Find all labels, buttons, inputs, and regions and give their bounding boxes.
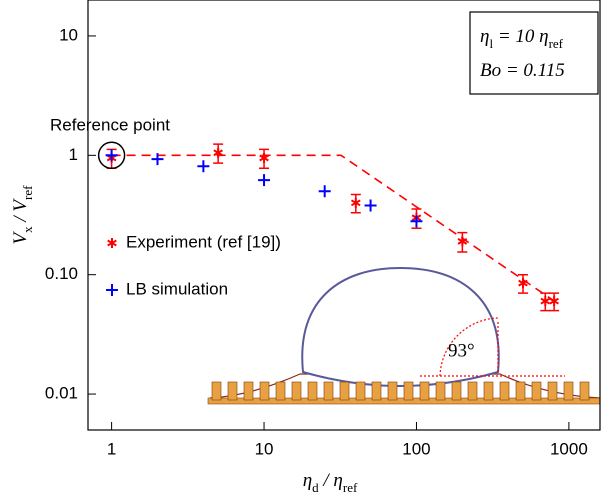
- trend-line: [111, 154, 561, 306]
- x-axis-label-part: ref: [343, 480, 358, 495]
- legend-label: LB simulation: [126, 279, 228, 298]
- annotation-line-part: Bo: [480, 60, 501, 81]
- substrate-post: [403, 381, 414, 401]
- x-axis-label: ηd / ηref: [303, 470, 358, 495]
- substrate-post: [211, 381, 222, 401]
- annotation-box: [469, 11, 599, 95]
- point: [259, 152, 269, 163]
- substrate-post: [579, 381, 590, 401]
- point: [364, 199, 377, 212]
- annotation-line-part: = 0.115: [501, 60, 565, 81]
- x-tick-label: 100: [402, 439, 430, 458]
- y-axis-label-part: V: [10, 230, 31, 244]
- substrate-post: [563, 381, 574, 401]
- point: [318, 185, 331, 198]
- annotation-line-part: η: [480, 26, 489, 47]
- droplet-illustration: 93°: [207, 266, 601, 405]
- annotation-line-part: l: [489, 36, 493, 51]
- substrate-post: [243, 381, 254, 401]
- legend-marker: [106, 284, 118, 296]
- y-axis-label-part: / V: [10, 198, 31, 227]
- point: [540, 296, 551, 307]
- plot-frame: [87, 0, 601, 431]
- reference-label: Reference point: [50, 115, 170, 134]
- legend-marker: [107, 238, 117, 248]
- y-tick-label: 1: [69, 145, 78, 164]
- point: [258, 174, 271, 187]
- substrate-post: [435, 381, 446, 401]
- substrate-post: [275, 381, 286, 401]
- point: [105, 149, 118, 162]
- legend-label: Experiment (ref [19]): [126, 232, 281, 251]
- substrate-post: [227, 381, 238, 401]
- substrate-post: [547, 381, 558, 401]
- substrate-post: [339, 381, 350, 401]
- angle-label: 93°: [448, 340, 475, 361]
- substrate-post: [323, 381, 334, 401]
- annotation-line-part: = 10 η: [493, 26, 549, 47]
- y-tick-label: 0.01: [45, 384, 78, 403]
- x-tick-label: 1000: [550, 439, 588, 458]
- substrate-post: [451, 381, 462, 401]
- substrate-post: [259, 381, 270, 401]
- substrate-post: [515, 381, 526, 401]
- y-tick-label: 0.10: [45, 264, 78, 283]
- annotation-line: ηl = 10 ηref: [480, 26, 564, 51]
- point: [197, 160, 210, 173]
- substrate-post: [387, 381, 398, 401]
- reference-circle: [97, 141, 126, 170]
- substrate-post: [531, 381, 542, 401]
- point: [410, 215, 423, 228]
- y-axis-label-part: ref: [20, 185, 35, 200]
- y-tick-label: 10: [59, 25, 78, 44]
- substrate-post: [355, 381, 366, 401]
- substrate-post: [371, 381, 382, 401]
- y-axis-label-part: x: [20, 226, 35, 233]
- point: [457, 236, 468, 247]
- substrate-post: [499, 381, 510, 401]
- point: [518, 278, 528, 289]
- annotation-line: Bo = 0.115: [480, 60, 565, 81]
- point: [350, 197, 361, 208]
- point: [213, 147, 223, 158]
- point: [549, 296, 559, 307]
- annotation-line-part: ref: [549, 36, 564, 51]
- substrate-post: [291, 381, 302, 401]
- y-axis-label: Vx / Vref: [10, 185, 35, 245]
- x-axis-label-part: / η: [319, 470, 343, 491]
- substrate-post: [467, 381, 478, 401]
- point: [151, 153, 164, 166]
- substrate-post: [307, 381, 318, 401]
- x-tick-label: 1: [107, 439, 116, 458]
- substrate-post: [483, 381, 494, 401]
- x-axis-label-part: d: [312, 480, 319, 495]
- x-axis-label-part: η: [303, 470, 312, 491]
- substrate-post: [419, 381, 430, 401]
- x-tick-label: 10: [255, 439, 274, 458]
